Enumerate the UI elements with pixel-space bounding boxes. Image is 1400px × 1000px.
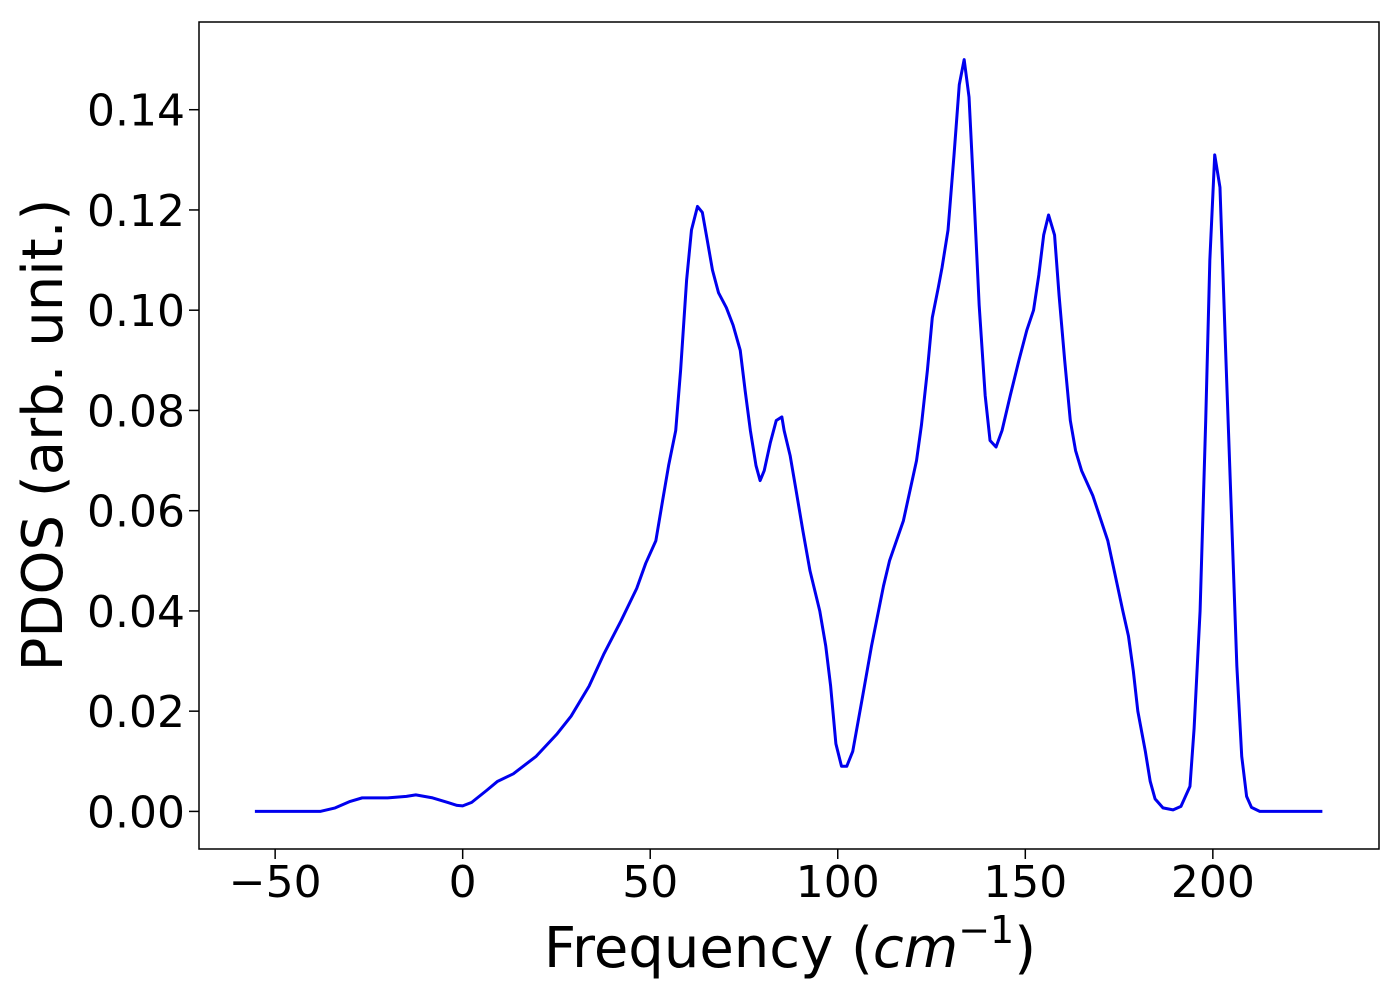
x-tick-label: 50 <box>622 857 678 908</box>
y-tick-label: 0.02 <box>87 687 185 738</box>
x-tick-label: 100 <box>796 857 880 908</box>
data-line <box>254 58 1323 813</box>
x-tick-label: 0 <box>449 857 477 908</box>
plot-frame <box>198 21 1380 850</box>
x-tick-label: 200 <box>1171 857 1255 908</box>
x-label-part: cm <box>873 916 958 981</box>
x-label-part: Frequency ( <box>544 916 873 981</box>
y-tick-label: 0.08 <box>87 386 185 437</box>
x-tick-label: −50 <box>229 857 322 908</box>
y-tick-label: 0.04 <box>87 587 185 638</box>
y-tick-label: 0.14 <box>87 86 185 137</box>
x-label-part: −1 <box>958 908 1014 952</box>
y-tick-label: 0.12 <box>87 186 185 237</box>
y-tick-label: 0.00 <box>87 787 185 838</box>
y-axis-label: PDOS (arb. unit.) <box>11 199 76 672</box>
x-tick-label: 150 <box>983 857 1067 908</box>
y-tick-label: 0.06 <box>87 487 185 538</box>
x-axis-label: Frequency (cm−1) <box>544 908 1036 981</box>
x-label-part: ) <box>1014 916 1036 981</box>
y-tick-label: 0.10 <box>87 286 185 337</box>
